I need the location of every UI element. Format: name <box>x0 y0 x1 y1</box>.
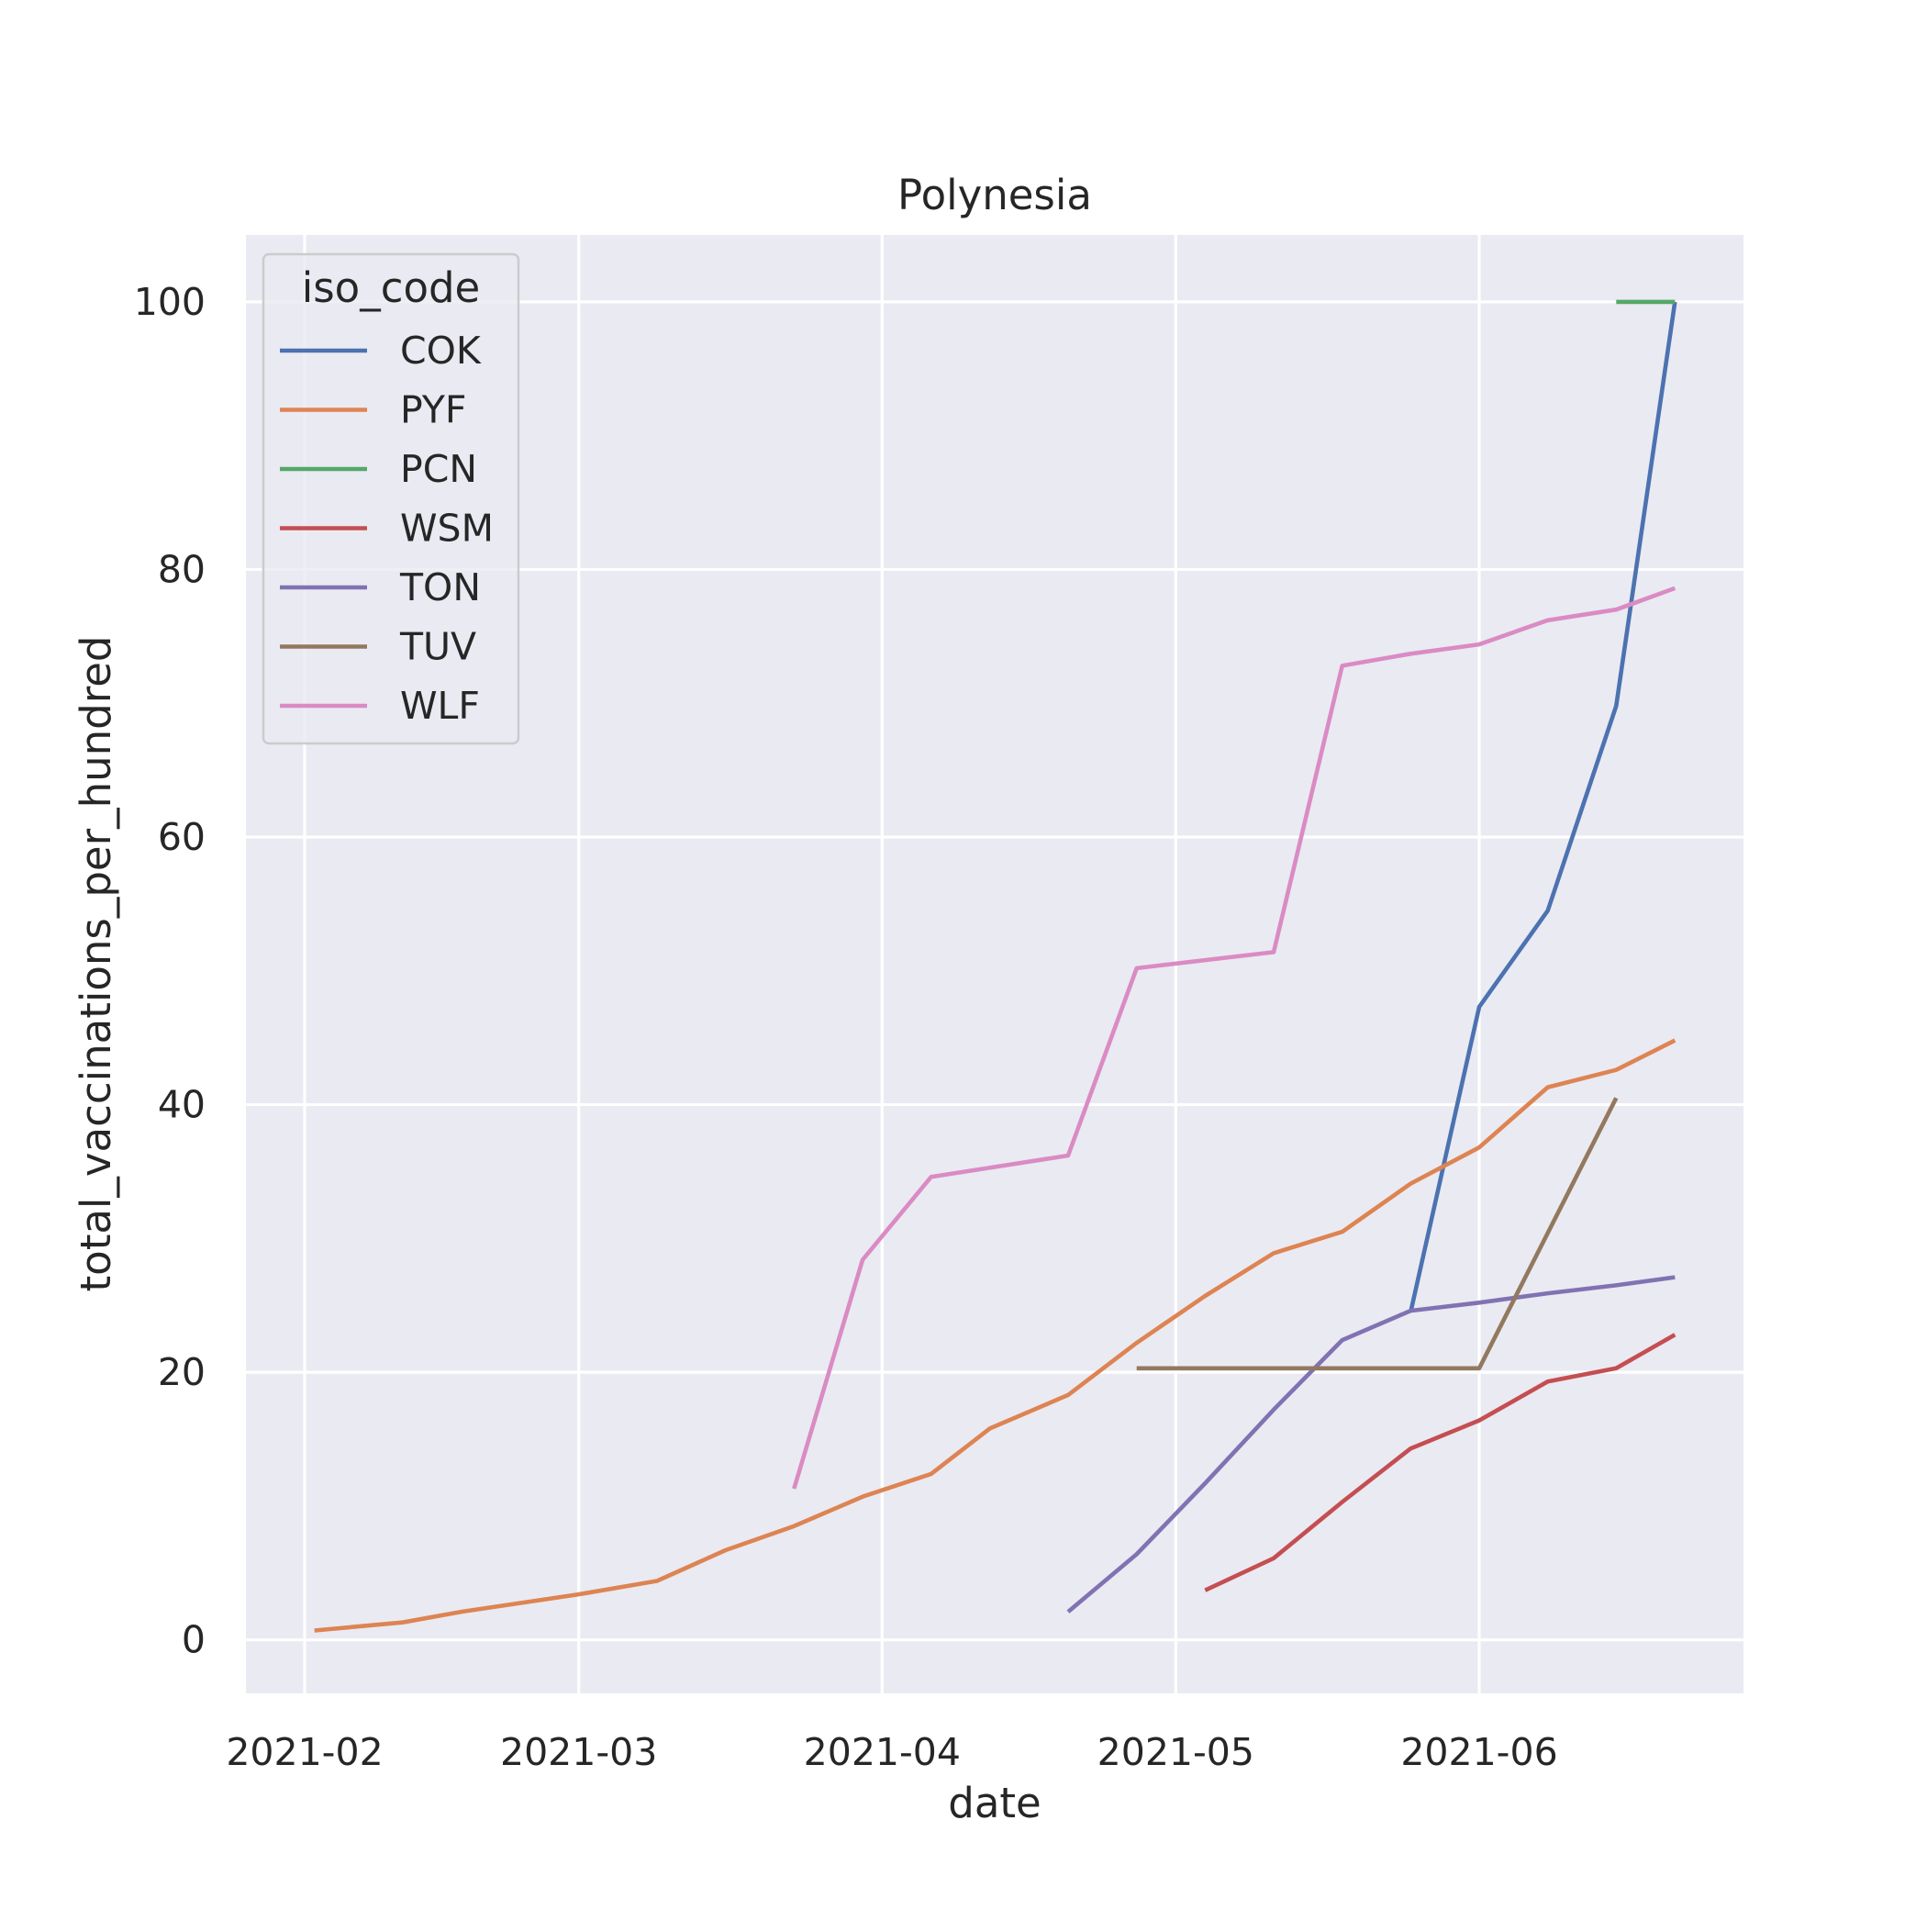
legend-title: iso_code <box>302 263 481 312</box>
legend-label-wlf: WLF <box>400 684 480 728</box>
y-tick-label: 20 <box>158 1350 206 1394</box>
legend-label-pcn: PCN <box>400 447 477 491</box>
x-axis-ticks: 2021-02 2021-03 2021-04 2021-05 2021-06 <box>226 1730 1557 1774</box>
x-axis-label: date <box>948 1779 1041 1827</box>
x-tick-label: 2021-05 <box>1097 1730 1254 1774</box>
series-line-cok <box>1409 301 1677 1313</box>
y-tick-label: 80 <box>158 547 206 591</box>
legend-label-ton: TON <box>399 565 481 609</box>
legend-label-cok: COK <box>400 329 482 373</box>
x-tick-label: 2021-06 <box>1400 1730 1557 1774</box>
series-lines <box>314 299 1677 1633</box>
y-axis-ticks: 0 20 40 60 80 100 <box>134 280 206 1662</box>
legend-label-tuv: TUV <box>399 625 476 669</box>
series-line-pyf <box>314 1038 1676 1633</box>
series-line-wsm <box>1204 1333 1676 1592</box>
x-tick-label: 2021-02 <box>226 1730 383 1774</box>
legend-label-wsm: WSM <box>400 507 494 551</box>
legend: iso_code COK PYF PCN WSM TON TUV WLF <box>262 252 520 745</box>
y-tick-label: 60 <box>158 815 206 859</box>
y-tick-label: 40 <box>158 1083 206 1127</box>
chart-title: Polynesia <box>897 171 1092 219</box>
series-line-ton <box>1066 1275 1676 1614</box>
series-line-tuv <box>1136 1097 1619 1371</box>
legend-label-pyf: PYF <box>400 388 466 432</box>
y-tick-label: 0 <box>182 1618 206 1662</box>
legend-box <box>262 252 520 745</box>
y-axis-label: total_vaccinations_per_hundred <box>72 636 120 1292</box>
x-tick-label: 2021-04 <box>804 1730 961 1774</box>
grid-lines <box>246 235 1743 1693</box>
y-tick-label: 100 <box>134 280 206 324</box>
series-line-wlf <box>792 586 1676 1490</box>
x-tick-label: 2021-03 <box>500 1730 657 1774</box>
